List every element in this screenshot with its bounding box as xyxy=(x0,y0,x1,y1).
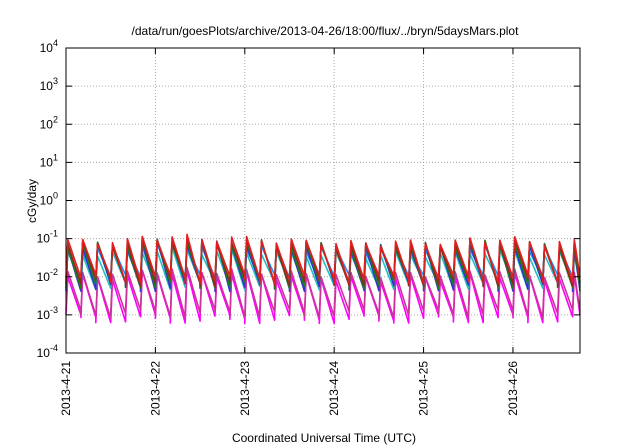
series-line xyxy=(65,233,581,285)
grid xyxy=(66,48,580,353)
series-line xyxy=(65,269,581,325)
y-tick-label: 10-3 xyxy=(37,305,58,322)
y-tick-label: 104 xyxy=(40,38,58,55)
y-tick-label: 103 xyxy=(40,76,58,93)
y-tick-label: 10-1 xyxy=(37,229,58,246)
y-tick-label: 101 xyxy=(40,152,58,169)
y-tick-label: 100 xyxy=(40,191,58,208)
x-axis-label: Coordinated Universal Time (UTC) xyxy=(232,431,416,445)
y-tick-label: 10-2 xyxy=(37,267,58,284)
plot-frame xyxy=(65,47,581,354)
x-tick-label: 2013-4-24 xyxy=(327,361,341,416)
series-line xyxy=(65,266,581,319)
y-tick-label: 102 xyxy=(40,114,58,131)
x-tick-label: 2013-4-26 xyxy=(506,361,520,416)
chart-title: /data/run/goesPlots/archive/2013-04-26/1… xyxy=(132,24,520,38)
y-tick-label: 10-4 xyxy=(37,343,58,360)
x-tick-label: 2013-4-25 xyxy=(417,361,431,416)
x-tick-label: 2013-4-22 xyxy=(148,361,162,416)
x-tick-labels: 2013-4-21 2013-4-22 2013-4-23 2013-4-24 2013… xyxy=(59,361,520,416)
y-tick-labels: 10-4 10-3 10-2 10-1 100 101 102 103 104 xyxy=(37,38,58,360)
x-tick-label: 2013-4-21 xyxy=(59,361,73,416)
y-axis-label: cGy/day xyxy=(25,179,39,223)
series-layer xyxy=(65,233,581,325)
x-tick-label: 2013-4-23 xyxy=(238,361,252,416)
tick-marks xyxy=(65,47,580,354)
